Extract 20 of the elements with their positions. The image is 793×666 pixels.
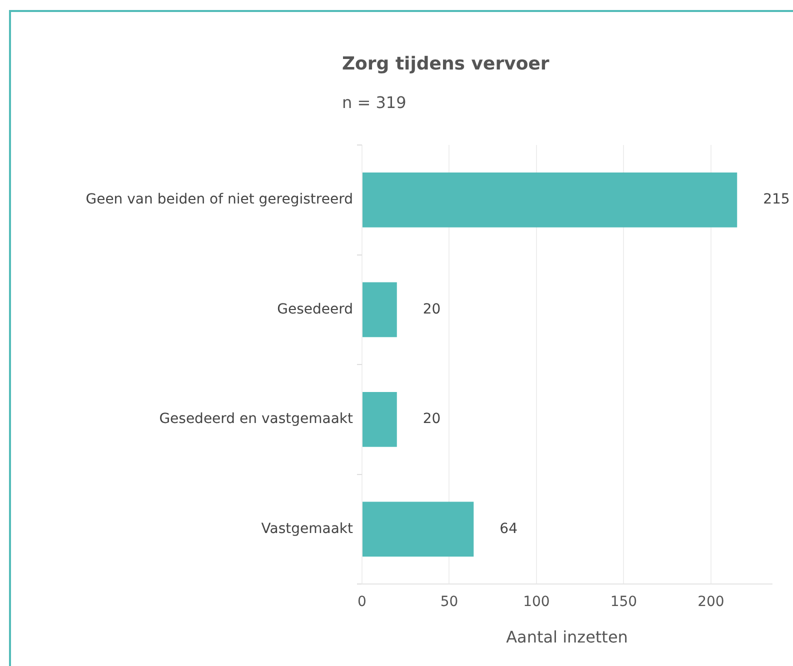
bar bbox=[362, 172, 738, 228]
x-tick-label: 150 bbox=[610, 594, 638, 610]
bar bbox=[362, 392, 397, 447]
x-tick-label: 200 bbox=[698, 594, 724, 610]
y-tick-label: Vastgemaakt bbox=[261, 520, 354, 537]
data-label: 64 bbox=[500, 520, 518, 537]
data-label: 20 bbox=[422, 301, 441, 318]
chart-title: Zorg tijdens vervoer bbox=[342, 54, 550, 75]
x-tick-label: 50 bbox=[440, 594, 458, 610]
bar bbox=[362, 282, 397, 338]
x-tick-label: 100 bbox=[523, 594, 550, 610]
y-tick-label: Gesedeerd bbox=[277, 301, 353, 318]
x-tick-label: 0 bbox=[358, 594, 366, 610]
chart-subtitle: n = 319 bbox=[342, 93, 406, 112]
bar bbox=[362, 502, 474, 557]
y-tick-label: Geen van beiden of niet geregistreerd bbox=[86, 192, 353, 208]
y-tick-label: Gesedeerd en vastgemaakt bbox=[159, 411, 354, 428]
data-label: 20 bbox=[422, 411, 441, 428]
data-label: 215 bbox=[763, 192, 790, 208]
x-axis-title: Aantal inzetten bbox=[506, 628, 628, 647]
